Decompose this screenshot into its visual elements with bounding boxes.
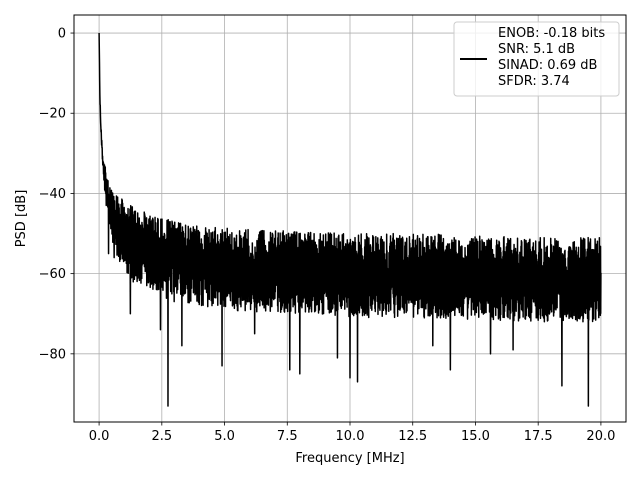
plot-area bbox=[98, 33, 602, 407]
y-tick-label: −60 bbox=[39, 267, 66, 282]
x-tick-label: 2.5 bbox=[151, 429, 172, 444]
legend-box bbox=[453, 21, 620, 97]
series-line bbox=[98, 33, 602, 407]
y-tick-label: −20 bbox=[39, 107, 66, 122]
x-axis-label: Frequency [MHz] bbox=[295, 451, 404, 466]
legend-entry-line: SNR: 5.1 dB bbox=[498, 42, 575, 57]
x-tick-label: 5.0 bbox=[214, 429, 235, 444]
y-tick-label: −40 bbox=[39, 187, 66, 202]
x-tick-label: 10.0 bbox=[336, 429, 365, 444]
x-tick-label: 17.5 bbox=[524, 429, 553, 444]
y-axis-label: PSD [dB] bbox=[14, 190, 29, 248]
x-tick-label: 20.0 bbox=[586, 429, 615, 444]
x-tick-label: 0.0 bbox=[89, 429, 110, 444]
x-tick-label: 12.5 bbox=[398, 429, 427, 444]
y-tick-label: −80 bbox=[39, 347, 66, 362]
x-tick-label: 7.5 bbox=[277, 429, 298, 444]
legend-entry-line: ENOB: -0.18 bits bbox=[498, 26, 605, 41]
legend-entry-line: SFDR: 3.74 bbox=[498, 74, 570, 89]
ticks: 0.0 2.5 5.0 7.5 10.0 12.5 15.0 17.5 20.0 0 −20 −40 −… bbox=[39, 27, 616, 444]
legend-entry-line: SINAD: 0.69 dB bbox=[498, 58, 597, 73]
x-tick-label: 15.0 bbox=[461, 429, 490, 444]
y-tick-label: 0 bbox=[58, 27, 66, 42]
